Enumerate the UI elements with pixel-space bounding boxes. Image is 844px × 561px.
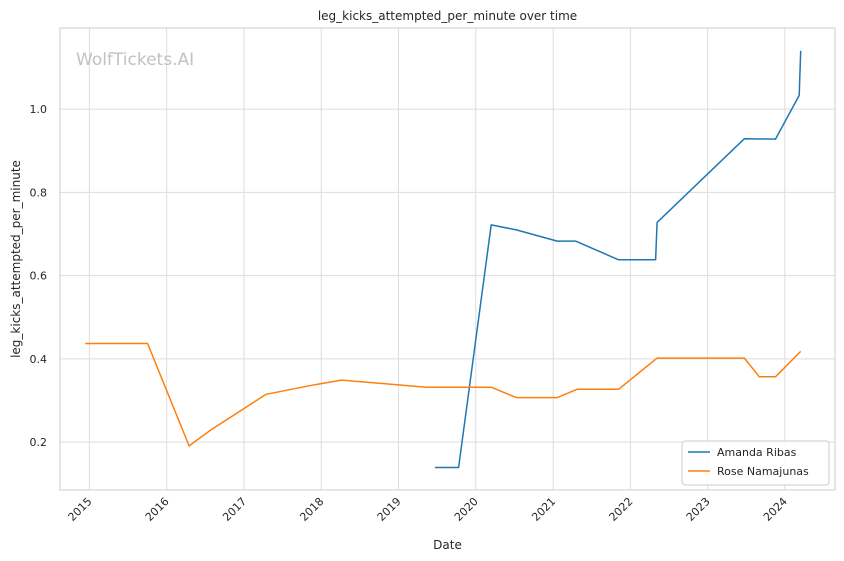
y-tick-label: 1.0 <box>30 103 48 116</box>
legend-label: Rose Namajunas <box>717 465 809 478</box>
x-axis-title: Date <box>433 538 462 552</box>
legend: Amanda Ribas Rose Namajunas <box>681 440 830 486</box>
y-axis-ticks: 0.2 0.4 0.6 0.8 1.0 <box>30 103 48 449</box>
series-line <box>85 342 802 447</box>
y-tick-label: 0.4 <box>30 353 48 366</box>
y-tick-label: 0.2 <box>30 436 48 449</box>
grid <box>60 28 835 490</box>
series-line <box>434 50 802 469</box>
series-layer <box>85 50 802 469</box>
legend-box <box>681 440 830 486</box>
y-tick-label: 0.6 <box>30 270 48 283</box>
chart-title: leg_kicks_attempted_per_minute over time <box>318 9 577 23</box>
legend-label: Amanda Ribas <box>717 446 797 459</box>
y-axis-title: leg_kicks_attempted_per_minute <box>9 160 23 358</box>
y-tick-label: 0.8 <box>30 186 48 199</box>
watermark: WolfTickets.AI <box>76 50 194 70</box>
plot-frame <box>59 27 836 491</box>
